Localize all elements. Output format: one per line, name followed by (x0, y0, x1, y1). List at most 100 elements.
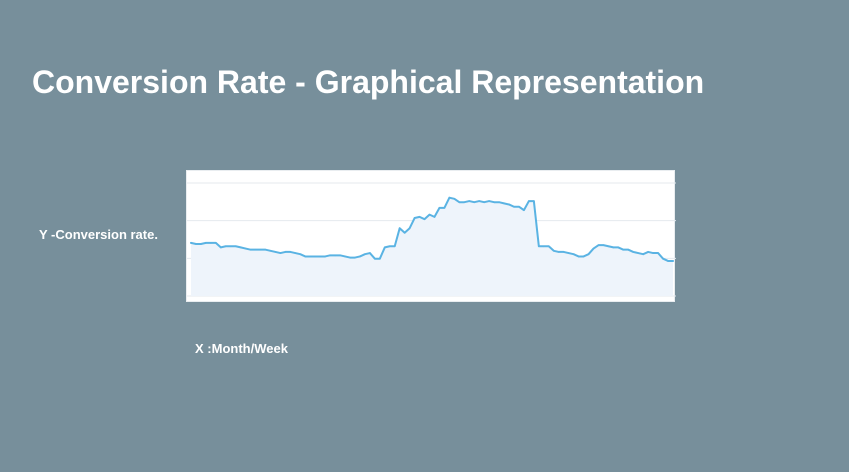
data-point (254, 248, 257, 251)
data-point (428, 213, 431, 216)
data-point (284, 251, 287, 253)
data-point (205, 242, 207, 244)
data-point (304, 255, 307, 258)
data-point (582, 255, 585, 258)
data-point (493, 201, 495, 204)
data-point (334, 254, 336, 257)
data-point (369, 252, 371, 254)
data-point (503, 202, 505, 205)
data-point (403, 231, 406, 234)
data-point (224, 245, 227, 248)
data-point (294, 252, 297, 254)
data-point (239, 246, 242, 249)
data-point (453, 198, 456, 200)
data-point (220, 246, 222, 249)
data-point (438, 207, 441, 209)
data-point (383, 246, 386, 249)
data-point (572, 253, 575, 255)
data-point (632, 251, 635, 253)
data-point (607, 245, 610, 248)
data-point (652, 252, 654, 254)
data-point (379, 257, 381, 260)
data-point (339, 254, 341, 257)
data-point (443, 207, 446, 209)
data-point (587, 253, 590, 255)
data-point (259, 248, 262, 251)
data-point (508, 203, 510, 206)
data-point (627, 248, 630, 251)
data-point (592, 247, 595, 250)
data-point (543, 245, 545, 248)
data-point (647, 251, 649, 253)
data-point (249, 248, 252, 251)
data-point (667, 260, 669, 262)
conversion-rate-chart (187, 182, 676, 297)
data-point (617, 246, 620, 249)
data-point (200, 243, 202, 245)
data-point (498, 201, 500, 204)
data-point (602, 244, 605, 246)
data-point (473, 201, 476, 204)
data-point (329, 254, 331, 257)
data-point (408, 227, 411, 229)
data-point (518, 205, 520, 208)
data-point (463, 201, 466, 204)
data-point (567, 252, 570, 254)
data-point (413, 217, 416, 219)
data-point (349, 256, 351, 259)
data-point (418, 216, 421, 218)
data-point (547, 245, 550, 248)
data-point (513, 205, 515, 208)
data-point (309, 255, 312, 258)
data-point (622, 248, 625, 251)
chart-panel (186, 170, 676, 302)
data-point (423, 218, 426, 220)
data-point (324, 255, 326, 258)
data-point (533, 200, 535, 202)
data-point (279, 252, 282, 254)
data-point (612, 246, 615, 249)
data-point (289, 251, 292, 253)
data-point (577, 255, 580, 258)
data-point (344, 255, 346, 258)
data-point (528, 200, 530, 202)
data-point (274, 251, 277, 253)
data-point (388, 245, 391, 248)
data-point (190, 242, 192, 244)
data-point (448, 196, 451, 199)
data-point (672, 260, 674, 262)
data-point (523, 209, 525, 211)
data-point (642, 253, 644, 255)
data-point (458, 201, 461, 204)
slide-title: Conversion Rate - Graphical Representati… (32, 64, 705, 100)
data-point (662, 257, 664, 260)
data-point (299, 253, 302, 255)
data-point (229, 245, 232, 248)
data-point (234, 245, 237, 248)
data-point (488, 200, 490, 202)
series-points (190, 196, 674, 262)
data-point (552, 250, 555, 252)
data-point (562, 251, 565, 253)
data-point (244, 247, 247, 250)
data-point (210, 242, 212, 244)
data-point (433, 216, 436, 218)
series-area-fill (191, 197, 673, 296)
data-point (538, 245, 540, 248)
data-point (468, 200, 471, 202)
data-point (478, 200, 481, 202)
data-point (264, 248, 267, 251)
series-line (190, 196, 674, 262)
data-point (354, 256, 356, 259)
data-point (597, 244, 600, 246)
data-point (359, 255, 361, 258)
data-point (215, 242, 217, 244)
data-point (195, 243, 197, 245)
data-point (393, 245, 396, 248)
data-point (557, 251, 560, 253)
data-point (364, 253, 366, 255)
data-point (319, 255, 321, 258)
data-point (314, 255, 317, 258)
data-point (483, 201, 485, 204)
